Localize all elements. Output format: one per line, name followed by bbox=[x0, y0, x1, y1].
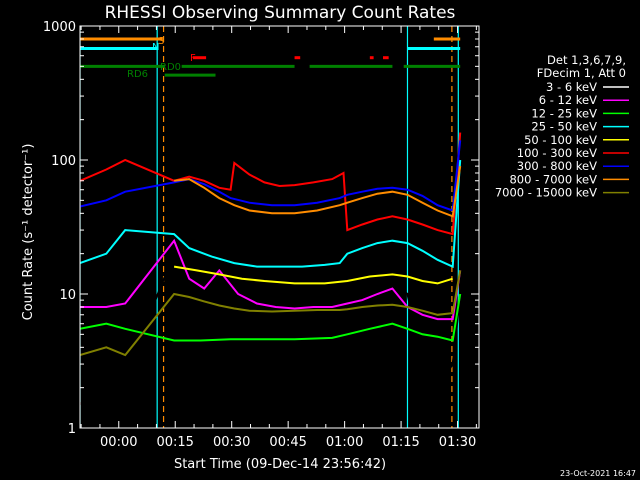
plot-frame bbox=[79, 25, 480, 429]
y-tick-label: 1 bbox=[68, 422, 76, 437]
x-tick-label: 01:15 bbox=[382, 435, 419, 450]
flag-label: F bbox=[190, 53, 196, 64]
y-axis: 1 10 100 1000 bbox=[43, 20, 479, 437]
x-tick-label: 00:30 bbox=[213, 435, 250, 450]
flag-label: RD6 bbox=[127, 69, 148, 80]
flag-label: N bbox=[152, 42, 159, 53]
series-line bbox=[80, 252, 462, 412]
series-line bbox=[80, 140, 462, 212]
legend-header-line-2: FDecim 1, Att 0 bbox=[537, 66, 626, 80]
series-line bbox=[80, 238, 462, 321]
legend-entry-label: 25 - 50 keV bbox=[531, 120, 597, 134]
x-tick-label: 01:30 bbox=[439, 435, 476, 450]
series-line bbox=[80, 132, 462, 236]
series-line bbox=[80, 270, 462, 357]
y-axis-label: Count Rate (s⁻¹ detector⁻¹) bbox=[21, 144, 36, 321]
legend-entry-label: 12 - 25 keV bbox=[531, 106, 597, 120]
legend-entry-label: 50 - 100 keV bbox=[524, 133, 597, 147]
series-line bbox=[80, 159, 462, 269]
legend-entry-label: 7000 - 15000 keV bbox=[495, 186, 597, 200]
x-axis-label: Start Time (09-Dec-14 23:56:42) bbox=[174, 457, 386, 472]
x-axis: 00:00 00:15 00:30 00:45 01:00 01:15 01:30 bbox=[80, 26, 477, 450]
x-tick-label: 00:00 bbox=[100, 435, 137, 450]
legend-entry-label: 100 - 300 keV bbox=[517, 146, 597, 160]
y-tick-label: 1000 bbox=[43, 20, 76, 35]
legend: Det 1,3,6,7,9, FDecim 1, Att 0 3 - 6 keV… bbox=[495, 53, 629, 200]
legend-entry-label: 3 - 6 keV bbox=[546, 80, 597, 94]
timestamp: 23-Oct-2021 16:47 bbox=[560, 469, 636, 478]
y-tick-label: 10 bbox=[59, 288, 76, 303]
legend-entry-label: 6 - 12 keV bbox=[539, 93, 597, 107]
series-line bbox=[173, 265, 453, 285]
plot-content bbox=[80, 26, 462, 428]
flag-label: S bbox=[158, 36, 164, 47]
series-line bbox=[173, 165, 462, 218]
y-tick-label: 100 bbox=[51, 154, 76, 169]
legend-header-line-1: Det 1,3,6,7,9, bbox=[547, 53, 626, 67]
flag-label: RD0 bbox=[160, 62, 181, 73]
x-tick-label: 00:15 bbox=[156, 435, 193, 450]
legend-entry-label: 300 - 800 keV bbox=[517, 159, 597, 173]
chart-title: RHESSI Observing Summary Count Rates bbox=[105, 3, 456, 23]
x-tick-label: 00:45 bbox=[269, 435, 306, 450]
x-tick-label: 01:00 bbox=[326, 435, 363, 450]
legend-entry-label: 800 - 7000 keV bbox=[509, 172, 597, 186]
series-line bbox=[80, 293, 462, 342]
